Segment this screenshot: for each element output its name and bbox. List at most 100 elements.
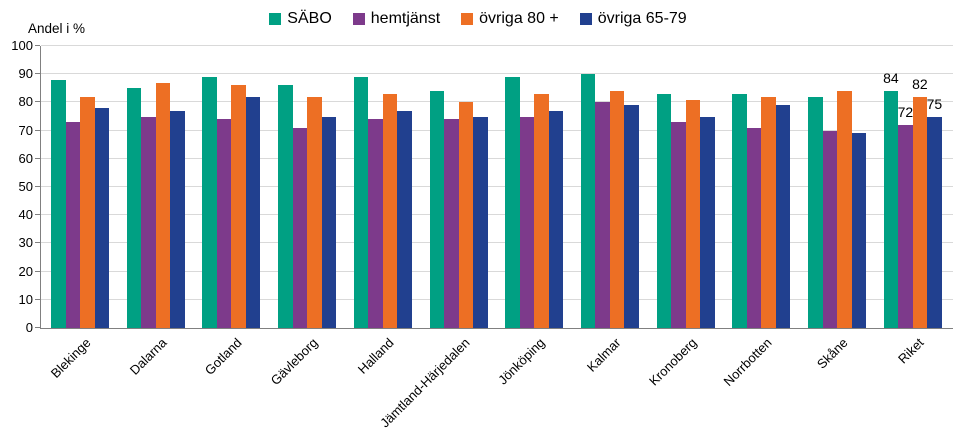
bar (624, 105, 639, 328)
bar (595, 102, 610, 328)
bar-group (732, 46, 791, 328)
gridline (41, 242, 953, 244)
legend-label: hemtjänst (370, 10, 441, 27)
data-label: 84 (883, 70, 899, 87)
y-axis-tick (35, 298, 40, 300)
bar-group (505, 46, 564, 328)
bar (397, 110, 412, 328)
bar (245, 96, 261, 328)
y-axis-tick-label: 20 (18, 263, 33, 279)
legend-item: SÄBO (269, 10, 332, 28)
bar-group (202, 46, 261, 328)
bar (353, 77, 369, 328)
y-axis-tick-label: 60 (18, 150, 33, 166)
y-axis-tick (35, 214, 40, 216)
bar (822, 130, 837, 328)
bar (444, 119, 459, 328)
x-axis-label: Riket (894, 335, 927, 367)
gridline (41, 298, 953, 300)
bar (80, 96, 95, 328)
bar (278, 85, 293, 328)
bar (505, 77, 520, 328)
y-axis-tick (35, 73, 40, 75)
y-axis-tick-label: 40 (18, 207, 33, 223)
y-axis-title: Andel i % (28, 21, 86, 36)
bar (519, 116, 535, 328)
bar (548, 110, 564, 328)
y-axis-tick (35, 129, 40, 131)
data-label: 82 (912, 75, 928, 92)
bar-group (656, 46, 715, 328)
bar (458, 102, 473, 328)
bar (65, 122, 80, 328)
y-axis-tick-label: 90 (18, 66, 33, 82)
bar-group (51, 46, 109, 328)
bar (927, 116, 942, 328)
y-axis-tick-label: 50 (18, 179, 33, 194)
legend-label: övriga 65-79 (597, 10, 687, 27)
bar (126, 88, 142, 328)
bar (202, 77, 217, 328)
bar (808, 96, 823, 328)
y-axis-tick-label: 10 (18, 291, 33, 307)
bar (368, 119, 383, 328)
gridline (41, 214, 953, 216)
bar (155, 82, 171, 328)
legend-label: SÄBO (287, 10, 332, 27)
gridline (41, 73, 953, 75)
bar (775, 105, 791, 328)
bar (231, 85, 246, 328)
bar (837, 91, 852, 328)
bar (656, 93, 672, 328)
y-axis-tick (35, 270, 40, 272)
gridline (41, 129, 953, 131)
y-axis-tick (35, 327, 40, 328)
y-axis-tick-label: 30 (18, 235, 33, 251)
bar (141, 116, 156, 328)
y-axis-tick (35, 157, 40, 159)
plot-area: 84 72 82 75 (35, 45, 953, 329)
legend-item: hemtjänst (352, 10, 441, 28)
bar (382, 93, 398, 328)
bar (883, 91, 899, 328)
y-axis-tick-label: 70 (18, 122, 33, 138)
bar (321, 116, 337, 328)
bar (671, 122, 686, 328)
bar (94, 108, 109, 328)
bar (851, 133, 866, 328)
bar (580, 74, 596, 328)
legend-label: övriga 80 + (479, 10, 559, 27)
bar (898, 124, 913, 328)
bar-group (126, 46, 185, 328)
bar (746, 127, 762, 328)
gridline (41, 45, 953, 46)
bar (534, 93, 549, 328)
bar-group (429, 46, 488, 328)
legend-swatch-icon (461, 13, 474, 25)
bar-group (278, 46, 337, 328)
bar (685, 99, 701, 328)
gridline (41, 157, 953, 159)
bar (292, 127, 308, 328)
gridline (41, 270, 953, 272)
bar (732, 93, 747, 328)
legend-item: övriga 80 + (461, 10, 559, 28)
bar (912, 96, 928, 328)
bar (429, 91, 444, 328)
bar (216, 119, 232, 328)
bar-group (353, 46, 412, 328)
y-axis-tick (35, 242, 40, 244)
gridline (41, 186, 953, 187)
y-axis-tick-label: 0 (25, 320, 33, 335)
bar-group: 84 72 82 75 (883, 46, 943, 328)
y-axis-tick (35, 186, 40, 187)
data-label: 72 (897, 103, 914, 120)
bar (761, 96, 776, 328)
legend-item: övriga 65-79 (579, 10, 687, 28)
y-axis-tick (35, 45, 40, 46)
bar (170, 110, 185, 328)
data-label: 75 (926, 95, 943, 112)
legend-swatch-icon (352, 13, 365, 25)
bar-group (580, 46, 639, 328)
